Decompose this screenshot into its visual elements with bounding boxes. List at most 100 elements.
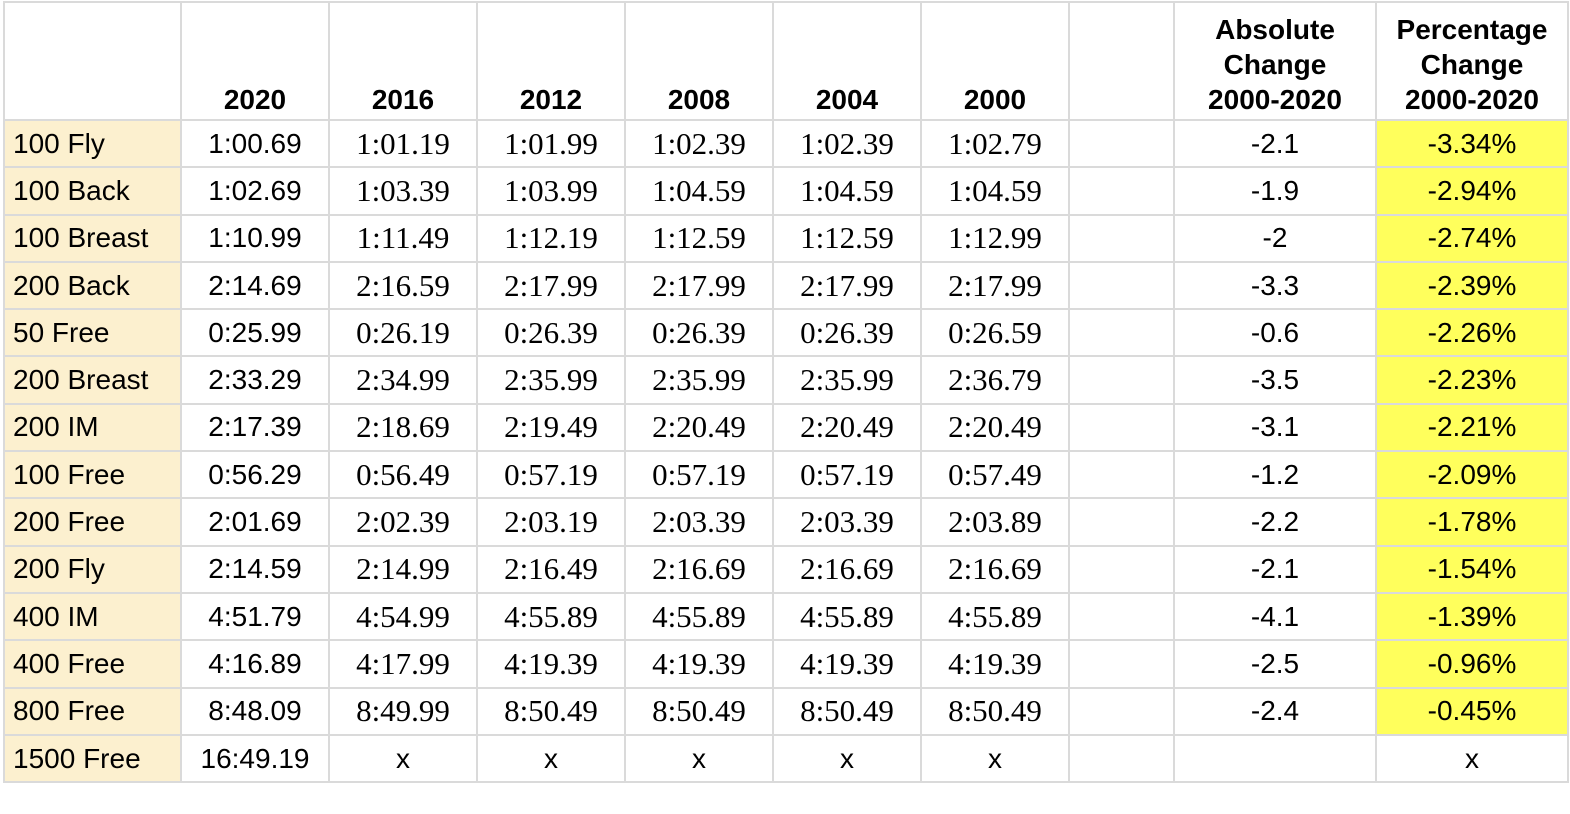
time-cell[interactable]: 2:02.39	[328, 497, 478, 547]
time-cell[interactable]: 2:36.79	[920, 355, 1070, 405]
time-cell[interactable]: 0:26.59	[920, 308, 1070, 358]
time-cell[interactable]: 2:19.49	[476, 402, 626, 453]
empty-cell[interactable]	[1068, 118, 1175, 169]
event-name-cell[interactable]: 800 Free	[3, 686, 182, 736]
year-header[interactable]: 2016	[328, 1, 478, 121]
empty-cell[interactable]	[1068, 260, 1175, 311]
absolute-change-cell[interactable]: -3.1	[1173, 402, 1377, 453]
time-cell[interactable]: 8:50.49	[624, 686, 774, 736]
time-cell[interactable]: 1:12.59	[772, 213, 922, 263]
time-cell[interactable]: 1:02.39	[624, 118, 774, 169]
time-cell[interactable]: 1:02.39	[772, 118, 922, 169]
time-cell[interactable]: 2:17.99	[624, 260, 774, 311]
year-header[interactable]: 2020	[180, 1, 330, 121]
time-cell[interactable]: 4:19.39	[476, 639, 626, 689]
time-cell[interactable]: 0:26.39	[772, 308, 922, 358]
empty-cell[interactable]	[1068, 402, 1175, 453]
time-cell[interactable]: 2:35.99	[476, 355, 626, 405]
time-cell[interactable]: 2:16.49	[476, 544, 626, 594]
time-cell[interactable]: 2:17.99	[772, 260, 922, 311]
time-cell[interactable]: x	[328, 733, 478, 784]
time-cell[interactable]: 2:14.99	[328, 544, 478, 594]
empty-header[interactable]	[1068, 1, 1175, 121]
corner-cell[interactable]	[3, 1, 182, 121]
empty-cell[interactable]	[1068, 497, 1175, 547]
time-cell[interactable]: 8:48.09	[180, 686, 330, 736]
time-cell[interactable]: 2:35.99	[772, 355, 922, 405]
percentage-change-cell[interactable]: -1.39%	[1375, 591, 1569, 642]
year-header[interactable]: 2012	[476, 1, 626, 121]
event-name-cell[interactable]: 200 Free	[3, 497, 182, 547]
percentage-change-cell[interactable]: -1.78%	[1375, 497, 1569, 547]
time-cell[interactable]: x	[920, 733, 1070, 784]
time-cell[interactable]: 4:16.89	[180, 639, 330, 689]
time-cell[interactable]: 2:16.69	[920, 544, 1070, 594]
year-header[interactable]: 2000	[920, 1, 1070, 121]
absolute-change-cell[interactable]: -3.5	[1173, 355, 1377, 405]
absolute-change-header[interactable]: Absolute Change 2000-2020	[1173, 1, 1377, 121]
event-name-cell[interactable]: 1500 Free	[3, 733, 182, 784]
percentage-change-cell[interactable]: -2.23%	[1375, 355, 1569, 405]
percentage-change-cell[interactable]: -0.45%	[1375, 686, 1569, 736]
time-cell[interactable]: 0:57.19	[476, 450, 626, 500]
time-cell[interactable]: 2:16.69	[772, 544, 922, 594]
time-cell[interactable]: 1:12.59	[624, 213, 774, 263]
time-cell[interactable]: 1:04.59	[772, 166, 922, 216]
time-cell[interactable]: 2:17.99	[920, 260, 1070, 311]
absolute-change-cell[interactable]: -2.1	[1173, 118, 1377, 169]
percentage-change-cell[interactable]: x	[1375, 733, 1569, 784]
empty-cell[interactable]	[1068, 591, 1175, 642]
time-cell[interactable]: 1:11.49	[328, 213, 478, 263]
time-cell[interactable]: 2:14.69	[180, 260, 330, 311]
event-name-cell[interactable]: 400 Free	[3, 639, 182, 689]
time-cell[interactable]: 0:26.39	[476, 308, 626, 358]
time-cell[interactable]: 4:19.39	[772, 639, 922, 689]
time-cell[interactable]: 2:20.49	[772, 402, 922, 453]
absolute-change-cell[interactable]: -2	[1173, 213, 1377, 263]
event-name-cell[interactable]: 200 Fly	[3, 544, 182, 594]
time-cell[interactable]: 2:18.69	[328, 402, 478, 453]
time-cell[interactable]: 2:03.39	[624, 497, 774, 547]
percentage-change-cell[interactable]: -2.74%	[1375, 213, 1569, 263]
time-cell[interactable]: 0:26.39	[624, 308, 774, 358]
event-name-cell[interactable]: 200 IM	[3, 402, 182, 453]
time-cell[interactable]: 1:03.99	[476, 166, 626, 216]
percentage-change-cell[interactable]: -2.39%	[1375, 260, 1569, 311]
time-cell[interactable]: 8:50.49	[920, 686, 1070, 736]
time-cell[interactable]: 4:17.99	[328, 639, 478, 689]
event-name-cell[interactable]: 50 Free	[3, 308, 182, 358]
time-cell[interactable]: 1:02.79	[920, 118, 1070, 169]
time-cell[interactable]: 16:49.19	[180, 733, 330, 784]
time-cell[interactable]: 2:01.69	[180, 497, 330, 547]
time-cell[interactable]: 0:56.29	[180, 450, 330, 500]
time-cell[interactable]: 1:02.69	[180, 166, 330, 216]
time-cell[interactable]: 0:56.49	[328, 450, 478, 500]
absolute-change-cell[interactable]	[1173, 733, 1377, 784]
time-cell[interactable]: 1:00.69	[180, 118, 330, 169]
time-cell[interactable]: x	[772, 733, 922, 784]
time-cell[interactable]: 8:49.99	[328, 686, 478, 736]
absolute-change-cell[interactable]: -3.3	[1173, 260, 1377, 311]
time-cell[interactable]: 2:35.99	[624, 355, 774, 405]
absolute-change-cell[interactable]: -4.1	[1173, 591, 1377, 642]
time-cell[interactable]: 2:03.89	[920, 497, 1070, 547]
time-cell[interactable]: 1:10.99	[180, 213, 330, 263]
time-cell[interactable]: 8:50.49	[476, 686, 626, 736]
empty-cell[interactable]	[1068, 355, 1175, 405]
percentage-change-header[interactable]: Percentage Change 2000-2020	[1375, 1, 1569, 121]
time-cell[interactable]: 4:51.79	[180, 591, 330, 642]
time-cell[interactable]: 1:03.39	[328, 166, 478, 216]
time-cell[interactable]: x	[624, 733, 774, 784]
time-cell[interactable]: 1:04.59	[920, 166, 1070, 216]
absolute-change-cell[interactable]: -0.6	[1173, 308, 1377, 358]
event-name-cell[interactable]: 200 Breast	[3, 355, 182, 405]
empty-cell[interactable]	[1068, 450, 1175, 500]
time-cell[interactable]: 8:50.49	[772, 686, 922, 736]
time-cell[interactable]: 0:57.49	[920, 450, 1070, 500]
event-name-cell[interactable]: 100 Free	[3, 450, 182, 500]
time-cell[interactable]: 2:20.49	[624, 402, 774, 453]
percentage-change-cell[interactable]: -3.34%	[1375, 118, 1569, 169]
empty-cell[interactable]	[1068, 166, 1175, 216]
absolute-change-cell[interactable]: -2.5	[1173, 639, 1377, 689]
time-cell[interactable]: 2:03.39	[772, 497, 922, 547]
